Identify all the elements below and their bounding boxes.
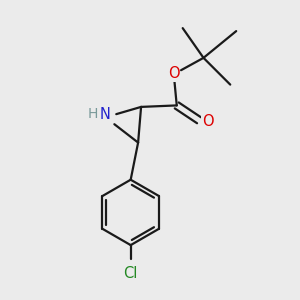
Text: H: H [88, 107, 98, 121]
Text: N: N [100, 107, 111, 122]
Text: O: O [168, 66, 180, 81]
Text: O: O [202, 114, 214, 129]
Text: Cl: Cl [124, 266, 138, 281]
